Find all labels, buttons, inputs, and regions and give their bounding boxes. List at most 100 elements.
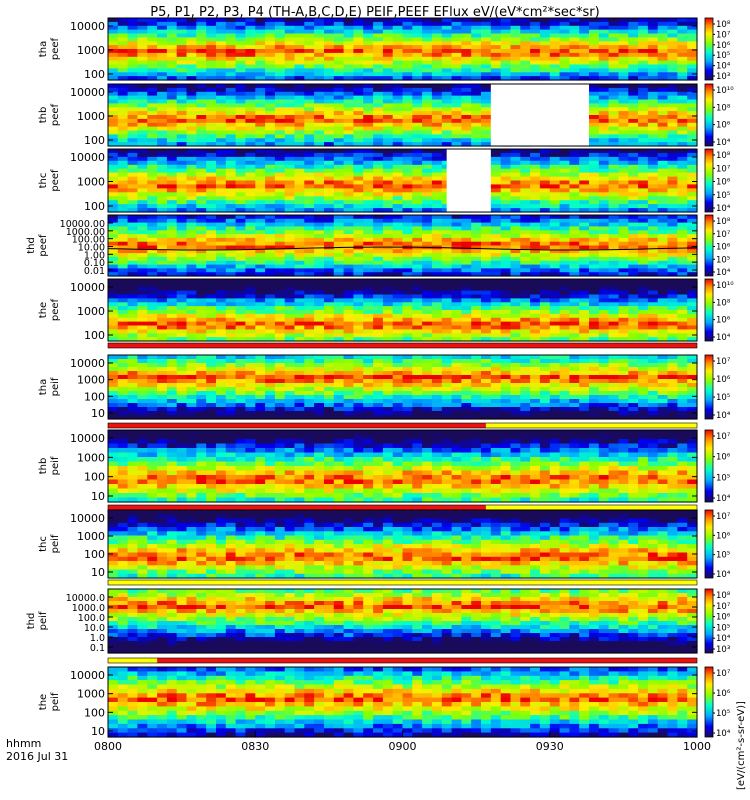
heatmap-cell <box>353 64 364 69</box>
quality-flag-bar <box>107 342 698 349</box>
heatmap-cell <box>353 115 364 120</box>
heatmap-cell <box>382 152 394 158</box>
heatmap-cell <box>147 204 158 209</box>
heatmap-cell <box>412 76 423 81</box>
colorbar-tick-label: 10⁶ <box>716 121 731 131</box>
heatmap-cell <box>166 241 178 247</box>
heatmap-cell <box>667 298 678 303</box>
heatmap-cell <box>539 60 551 66</box>
heatmap-cell <box>294 164 305 170</box>
heatmap-cell <box>117 72 129 77</box>
heatmap-cell <box>412 60 423 66</box>
heatmap-cell <box>481 222 492 227</box>
heatmap-cell <box>412 253 423 258</box>
heatmap-cell <box>402 333 413 338</box>
heatmap-cell <box>549 234 561 239</box>
heatmap-cell <box>677 256 688 262</box>
heatmap-cell <box>274 118 286 124</box>
heatmap-cell <box>382 184 394 189</box>
panel-thd-peef: 10000.001000.00100.0010.001.000.100.01th… <box>26 214 731 278</box>
heatmap-cell <box>225 45 237 50</box>
heatmap-cell <box>353 87 364 93</box>
heatmap-cell <box>579 230 590 235</box>
heatmap-cell <box>382 176 394 182</box>
heatmap-cell <box>265 215 276 220</box>
heatmap-cell <box>304 160 315 166</box>
heatmap-cell <box>500 172 512 178</box>
heatmap-cell <box>520 230 531 235</box>
heatmap-cell <box>431 230 443 235</box>
heatmap-cell <box>569 41 580 46</box>
heatmap-cell <box>608 84 619 89</box>
heatmap-cell <box>166 164 178 170</box>
heatmap-cell <box>304 126 315 132</box>
heatmap-cell <box>500 68 512 73</box>
heatmap-cell <box>294 272 305 277</box>
heatmap-cell <box>687 49 698 54</box>
heatmap-cell <box>539 241 551 247</box>
heatmap-cell <box>579 333 590 338</box>
heatmap-cell <box>343 279 354 284</box>
heatmap-cell <box>314 156 325 162</box>
heatmap-cell <box>441 313 453 319</box>
heatmap-cell <box>608 76 619 81</box>
heatmap-cell <box>510 180 521 185</box>
heatmap-cell <box>412 156 423 162</box>
heatmap-cell <box>304 222 315 227</box>
heatmap-cell <box>186 264 197 269</box>
heatmap-cell <box>657 241 669 247</box>
heatmap-cell <box>373 72 384 77</box>
heatmap-cell <box>559 208 570 213</box>
heatmap-cell <box>108 237 119 243</box>
heatmap-cell <box>608 218 619 224</box>
heatmap-cell <box>638 302 649 307</box>
heatmap-cell <box>461 294 472 299</box>
heatmap-cell <box>176 298 188 303</box>
heatmap-cell <box>274 208 286 213</box>
heatmap-cell <box>657 204 669 209</box>
heatmap-cell <box>510 282 521 288</box>
heatmap-cell <box>245 310 256 315</box>
heatmap-cell <box>284 329 296 334</box>
heatmap-cell <box>549 256 561 262</box>
heatmap-cell <box>608 234 619 239</box>
heatmap-cell <box>539 337 551 342</box>
heatmap-cell <box>559 329 570 334</box>
heatmap-cell <box>687 29 698 35</box>
heatmap-cell <box>657 282 669 288</box>
heatmap-cell <box>324 230 335 235</box>
heatmap-cell <box>402 134 413 139</box>
heatmap-cell <box>353 25 364 31</box>
heatmap-cell <box>549 37 561 42</box>
heatmap-cell <box>618 294 629 299</box>
heatmap-cell <box>127 41 138 46</box>
heatmap-cell <box>618 272 629 277</box>
heatmap-cell <box>196 218 207 224</box>
heatmap-cell <box>255 313 266 319</box>
heatmap-cell <box>677 134 688 139</box>
heatmap-cell <box>412 200 423 205</box>
heatmap-cell <box>549 168 561 174</box>
y-axis-label: thcpeef <box>38 169 61 192</box>
heatmap-cell <box>206 33 217 38</box>
heatmap-cell <box>127 237 138 243</box>
heatmap-cell <box>255 41 266 46</box>
heatmap-cell <box>304 52 315 58</box>
heatmap-cell <box>598 310 610 315</box>
heatmap-cell <box>166 215 178 220</box>
heatmap-cell <box>216 126 227 132</box>
heatmap-cell <box>461 241 472 247</box>
heatmap-cell <box>481 264 492 269</box>
heatmap-cell <box>647 149 659 154</box>
heatmap-cell <box>137 25 148 31</box>
heatmap-cell <box>382 25 394 31</box>
heatmap-cell <box>294 290 305 296</box>
heatmap-cell <box>363 99 374 104</box>
heatmap-cell <box>677 268 688 273</box>
heatmap-cell <box>206 333 217 338</box>
heatmap-cell <box>687 241 698 247</box>
heatmap-cell <box>687 168 698 174</box>
heatmap-cell <box>589 64 600 69</box>
heatmap-cell <box>314 192 325 197</box>
heatmap-cell <box>324 222 335 227</box>
